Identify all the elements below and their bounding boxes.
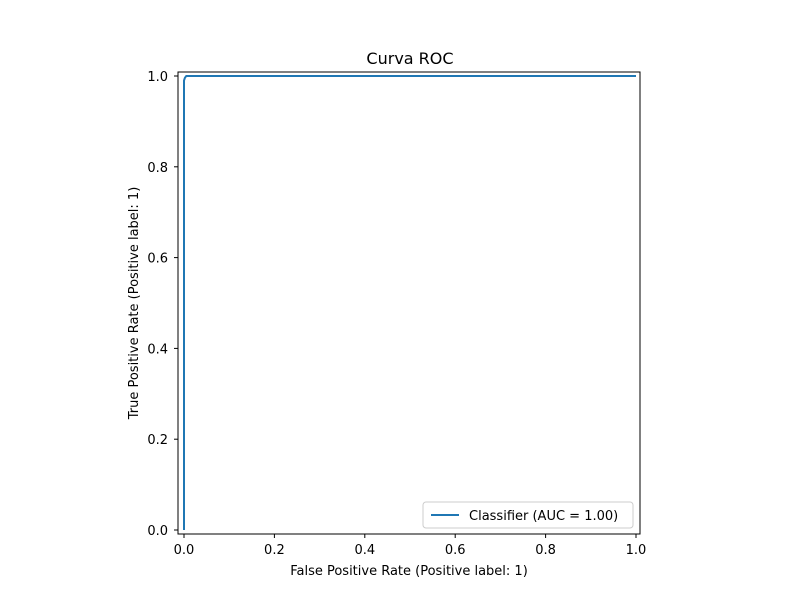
y-tick-label: 0.2: [147, 433, 168, 448]
x-tick-label: 0.4: [354, 543, 375, 558]
x-tick-label: 0.2: [264, 543, 285, 558]
y-axis-label: True Positive Rate (Positive label: 1): [127, 187, 142, 421]
legend: Classifier (AUC = 1.00): [422, 501, 634, 529]
series-layer: [183, 75, 636, 530]
x-tick-label: 1.0: [626, 543, 647, 558]
legend-label: Classifier (AUC = 1.00): [469, 509, 618, 524]
plot-frame: [177, 71, 641, 535]
chart-title: Curva ROC: [366, 49, 453, 68]
roc-curve-line: [183, 75, 636, 530]
x-tick-label: 0.6: [445, 543, 466, 558]
x-tick-label: 0.0: [174, 543, 195, 558]
y-tick-label: 1.0: [147, 70, 168, 85]
x-axis-label: False Positive Rate (Positive label: 1): [290, 564, 528, 579]
plot-area: [178, 72, 640, 534]
x-tick-label: 0.8: [535, 543, 556, 558]
y-tick-label: 0.4: [147, 342, 168, 357]
y-tick-label: 0.8: [147, 161, 168, 176]
x-axis-ticks: 0.0 0.2 0.4 0.6 0.8 1.0: [174, 534, 647, 558]
y-tick-label: 0.0: [147, 524, 168, 539]
y-axis-ticks: 0.0 0.2 0.4 0.6 0.8 1.0: [147, 70, 178, 539]
y-tick-label: 0.6: [147, 252, 168, 267]
legend-box: [422, 501, 634, 529]
plot-background: [178, 72, 640, 534]
